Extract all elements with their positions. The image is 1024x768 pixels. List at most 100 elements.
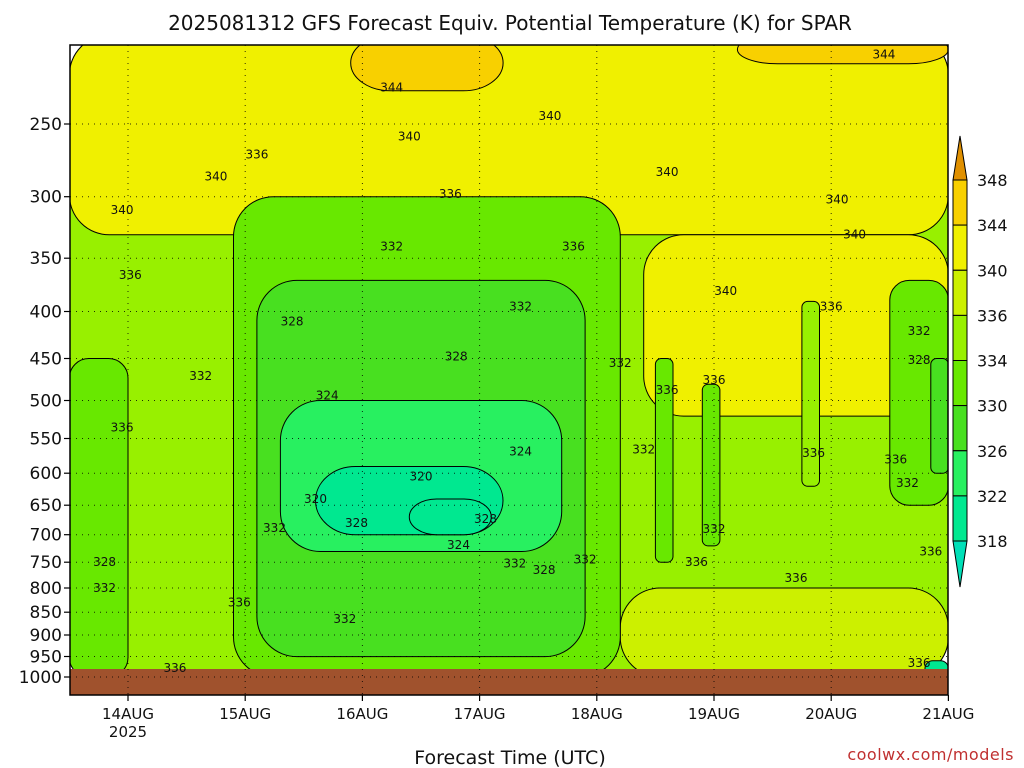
y-tick-label: 950 [30,648,62,668]
ground-layer [70,669,948,695]
y-tick-label: 650 [30,496,62,516]
colorbar-swatch [952,405,968,452]
contour-label: 332 [574,553,597,567]
contour-label: 332 [609,356,632,370]
colorbar-label: 334 [977,352,1008,371]
x-tick-label: 15AUG [219,705,271,723]
contour-label: 336 [228,596,251,610]
contour-label: 340 [204,169,227,183]
x-tick-label: 21AUG [922,705,974,723]
contour-label: 344 [380,80,403,94]
contour-label: 336 [656,383,679,397]
contour-label: 336 [119,268,142,282]
plot-area: 344 344 340 340 340 340 340 340 340 340 336 336 336 3… [70,45,948,695]
contour-label: 340 [843,228,866,242]
contour-label: 328 [445,350,468,364]
colorbar: 348 344 340 336 334 330 326 322 318 [952,135,1008,588]
contour-label: 340 [656,165,679,179]
contour-label: 344 [872,47,895,61]
contour-label: 336 [439,187,462,201]
contour-label: 336 [245,148,268,162]
colorbar-swatch [952,179,968,226]
contour-label: 328 [345,516,368,530]
chart-title: 2025081312 GFS Forecast Equiv. Potential… [168,11,852,35]
colorbar-label: 326 [977,442,1008,461]
theta-e-region-334 [801,300,821,487]
colorbar-swatch [952,450,968,497]
theta-e-region-338 [619,587,948,678]
colorbar-swatch [952,224,968,271]
colorbar-swatch [952,269,968,316]
colorbar-label: 330 [977,397,1008,416]
x-tick-label: 14AUG [102,705,154,723]
y-tick-label: 850 [30,603,62,623]
contour-label: 332 [908,324,931,338]
y-tick-label: 300 [30,188,62,208]
contour-label: 328 [474,512,497,526]
contour-label: 328 [281,314,304,328]
y-tick-label: 500 [30,392,62,412]
colorbar-label: 340 [977,261,1008,280]
theta-e-region-346 [350,45,504,92]
x-axis-title: Forecast Time (UTC) [414,747,605,768]
y-tick-label: 600 [30,464,62,484]
y-tick-label: 700 [30,526,62,546]
plot-frame [69,44,949,696]
colorbar-swatch [952,360,968,407]
annotation-layer: 344 344 340 340 340 340 340 340 340 340 336 336 336 3… [93,47,942,675]
contour-label: 328 [93,555,116,569]
contour-label: 328 [533,563,556,577]
contour-label: 340 [398,130,421,144]
y-tick-label: 750 [30,553,62,573]
x-tick-sublabel: 2025 [109,723,147,741]
colorbar-label: 348 [977,171,1008,190]
contour-label: 336 [884,453,907,467]
theta-e-region-332 [70,358,129,678]
x-tick-label: 16AUG [336,705,388,723]
contour-label: 336 [562,240,585,254]
colorbar-label: 344 [977,216,1008,235]
contour-label: 336 [919,545,942,559]
grid-layer [70,45,948,695]
contour-label: 336 [111,421,134,435]
contour-label: 332 [503,556,526,570]
contour-label: 336 [908,656,931,670]
contour-label: 336 [802,446,825,460]
theta-e-region-326 [930,358,948,474]
x-tick-label: 20AUG [805,705,857,723]
contour-label: 332 [189,369,212,383]
y-tick-label: 400 [30,303,62,323]
y-tick-label: 900 [30,626,62,646]
regions-layer [70,45,948,678]
contour-label: 336 [785,571,808,585]
credit-link[interactable]: coolwx.com/models [847,745,1014,764]
contour-label: 336 [703,373,726,387]
y-tick-label: 1000 [19,668,62,688]
contour-label: 332 [333,612,356,626]
contour-label: 324 [509,444,532,458]
contour-label: 336 [163,661,186,675]
x-tick-label: 18AUG [571,705,623,723]
y-tick-label: 350 [30,249,62,269]
ground-surface [70,669,948,695]
contour-label: 340 [826,192,849,206]
colorbar-over-triangle [952,135,968,181]
contour-label: 324 [316,389,339,403]
contour-label: 340 [111,203,134,217]
contour-label: 340 [538,109,561,123]
y-tick-label: 550 [30,430,62,450]
x-tick-label: 19AUG [688,705,740,723]
theta-e-region-346 [736,45,948,65]
contour-label: 332 [93,581,116,595]
y-tick-label: 250 [30,115,62,135]
y-axis: 250 300 350 400 450 500 550 600 650 700 750 800 850 9… [19,115,70,688]
theta-e-region-342 [643,234,948,417]
x-tick-label: 17AUG [454,705,506,723]
contour-label: 320 [410,470,433,484]
colorbar-swatch [952,314,968,361]
contour-label: 332 [380,240,403,254]
contour-label: 328 [908,353,931,367]
contour-label: 336 [685,555,708,569]
colorbar-swatch [952,495,968,542]
